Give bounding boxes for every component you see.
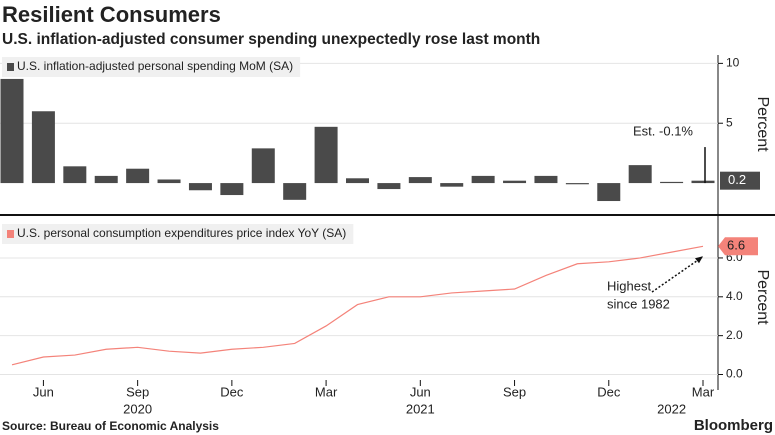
- legend-swatch: [7, 63, 14, 71]
- bar: [408, 177, 432, 184]
- bar: [346, 178, 369, 184]
- brand: Bloomberg: [694, 417, 773, 434]
- bar: [660, 181, 684, 184]
- line: [11, 245, 704, 366]
- bar: [157, 179, 181, 184]
- chart-subtitle: U.S. inflation-adjusted consumer spendin…: [2, 31, 540, 48]
- x-tick-label: Mar: [315, 384, 338, 399]
- bar: [188, 183, 212, 191]
- x-tick-label: Jun: [410, 384, 431, 399]
- bar: [283, 183, 307, 200]
- annotation-arrowhead: [695, 256, 703, 264]
- annotation: Est. -0.1%: [633, 124, 693, 139]
- legend-label: U.S. personal consumption expenditures p…: [17, 226, 346, 240]
- y-axis-label: Percent: [754, 96, 771, 152]
- legend-swatch: [7, 230, 14, 238]
- chart-title: Resilient Consumers: [2, 2, 221, 27]
- bar: [220, 183, 244, 196]
- annotation: since 1982: [607, 296, 670, 311]
- y-tick-label: 0.0: [726, 367, 743, 381]
- source: Source: Bureau of Economic Analysis: [2, 419, 219, 433]
- x-tick-label: Sep: [126, 384, 149, 399]
- bar: [597, 183, 621, 202]
- bar: [314, 126, 338, 184]
- y-tick-label: 2.0: [726, 328, 743, 342]
- value-label-box: [720, 171, 760, 190]
- bar: [565, 183, 589, 185]
- bar: [94, 175, 118, 184]
- legend-background: [2, 224, 354, 244]
- y-tick-label: 10: [726, 56, 740, 70]
- x-tick-label: Mar: [692, 384, 715, 399]
- x-year-label: 2022: [657, 401, 686, 416]
- bar: [471, 175, 495, 184]
- y-axis-label: Percent: [754, 269, 771, 325]
- annotation-arrow: [651, 256, 703, 293]
- bar: [31, 111, 55, 184]
- bar: [440, 183, 464, 187]
- bar: [628, 165, 652, 184]
- bar: [503, 180, 527, 184]
- x-tick-label: Jun: [33, 384, 54, 399]
- value-label-box: [718, 237, 758, 256]
- value-label: 0.2: [728, 172, 746, 187]
- bar: [0, 78, 24, 184]
- annotation: Highest: [607, 278, 651, 293]
- bar: [63, 166, 87, 184]
- legend-background: [2, 57, 301, 77]
- y-tick-label: 5: [726, 115, 733, 129]
- bar: [251, 148, 275, 184]
- bar: [534, 175, 558, 184]
- bar: [377, 183, 401, 190]
- x-tick-label: Sep: [503, 384, 526, 399]
- x-year-label: 2020: [123, 401, 152, 416]
- x-tick-label: Dec: [597, 384, 621, 399]
- value-label: 6.6: [727, 238, 745, 253]
- x-tick-label: Dec: [220, 384, 244, 399]
- bar: [691, 180, 715, 184]
- legend-label: U.S. inflation-adjusted personal spendin…: [17, 59, 293, 73]
- bar: [126, 168, 150, 184]
- y-tick-label: 4.0: [726, 289, 743, 303]
- x-year-label: 2021: [406, 401, 435, 416]
